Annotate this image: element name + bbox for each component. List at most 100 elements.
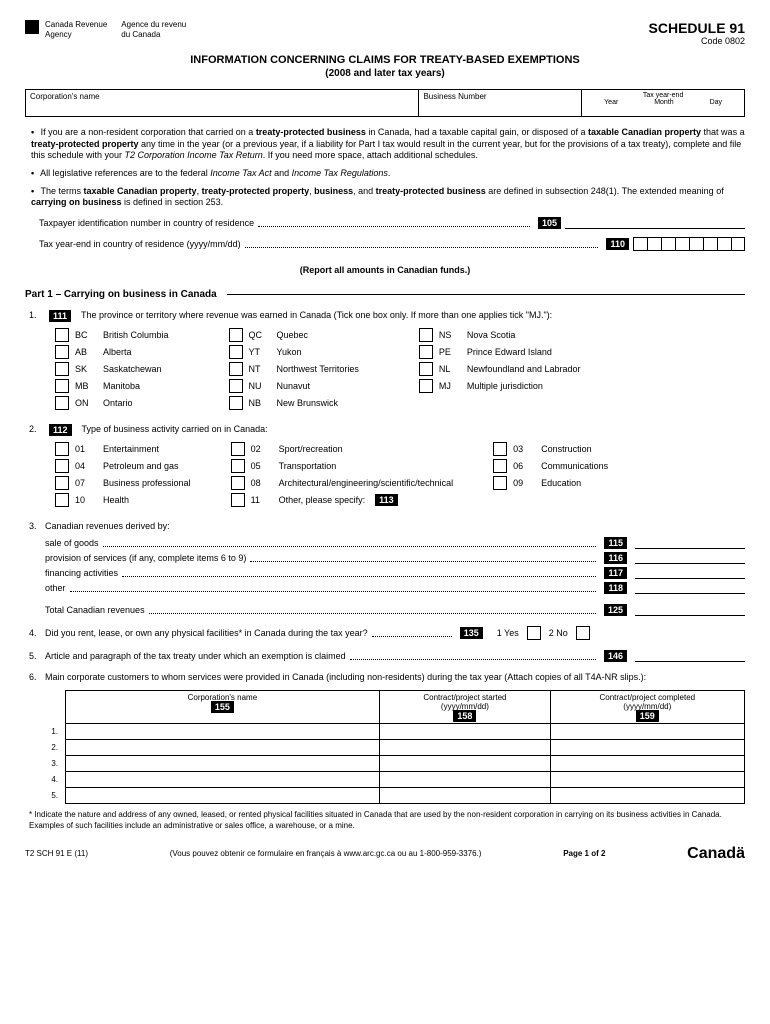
province-checkbox-NT[interactable] <box>229 362 243 376</box>
prov-name: Northwest Territories <box>277 364 359 374</box>
province-checkbox-MJ[interactable] <box>419 379 433 393</box>
q5-input[interactable] <box>635 650 745 662</box>
box-135: 135 <box>460 627 483 639</box>
box-117: 117 <box>604 567 627 579</box>
q2-num: 2. <box>29 424 45 436</box>
row-num: 1. <box>45 724 65 740</box>
cust-start-cell[interactable] <box>380 740 550 756</box>
biztype-checkbox-03[interactable] <box>493 442 507 456</box>
cust-start-cell[interactable] <box>380 772 550 788</box>
biz-code: 11 <box>251 495 273 505</box>
page-number: Page 1 of 2 <box>563 849 605 858</box>
corp-name-field[interactable]: Corporation's name <box>26 90 419 116</box>
prov-code: MJ <box>439 381 461 391</box>
biztype-checkbox-08[interactable] <box>231 476 245 490</box>
prov-name: Alberta <box>103 347 132 357</box>
prov-name: Newfoundland and Labrador <box>467 364 581 374</box>
province-checkbox-QC[interactable] <box>229 328 243 342</box>
rev-input-116[interactable] <box>635 552 745 564</box>
cust-name-cell[interactable] <box>65 772 380 788</box>
province-checkbox-BC[interactable] <box>55 328 69 342</box>
instruction-2: All legislative references are to the fe… <box>31 168 745 180</box>
biz-code: 02 <box>251 444 273 454</box>
biztype-checkbox-01[interactable] <box>55 442 69 456</box>
province-checkbox-NU[interactable] <box>229 379 243 393</box>
rev-input-118[interactable] <box>635 582 745 594</box>
biztype-checkbox-02[interactable] <box>231 442 245 456</box>
prov-code: AB <box>75 347 97 357</box>
q2-text: Type of business activity carried on in … <box>82 424 745 436</box>
th-end: Contract/project completed (yyyy/mm/dd)1… <box>550 691 744 724</box>
biztype-checkbox-05[interactable] <box>231 459 245 473</box>
cust-name-cell[interactable] <box>65 740 380 756</box>
rev-input-115[interactable] <box>635 537 745 549</box>
biztype-checkbox-04[interactable] <box>55 459 69 473</box>
biztype-checkbox-07[interactable] <box>55 476 69 490</box>
q6-num: 6. <box>29 672 45 682</box>
biz-code: 04 <box>75 461 97 471</box>
prov-name: Nunavut <box>277 381 311 391</box>
prov-name: Nova Scotia <box>467 330 516 340</box>
business-number-field[interactable]: Business Number <box>419 90 582 116</box>
biztype-checkbox-09[interactable] <box>493 476 507 490</box>
province-checkbox-SK[interactable] <box>55 362 69 376</box>
tin-input[interactable] <box>565 217 745 229</box>
biz-name: Entertainment <box>103 444 159 454</box>
tye-label: Tax year-end in country of residence (yy… <box>39 239 241 249</box>
biztype-checkbox-10[interactable] <box>55 493 69 507</box>
biztype-checkbox-11[interactable] <box>231 493 245 507</box>
biz-name: Business professional <box>103 478 191 488</box>
box-158: 158 <box>453 710 476 722</box>
box-146: 146 <box>604 650 627 662</box>
q4-no-checkbox[interactable] <box>576 626 590 640</box>
cust-name-cell[interactable] <box>65 724 380 740</box>
q4-text: Did you rent, lease, or own any physical… <box>45 628 368 638</box>
province-checkbox-ON[interactable] <box>55 396 69 410</box>
biz-name: Sport/recreation <box>279 444 343 454</box>
total-rev-input[interactable] <box>635 604 745 616</box>
q4-yes-label: 1 Yes <box>497 628 519 638</box>
question-5: 5. Article and paragraph of the tax trea… <box>29 650 745 662</box>
province-checkbox-AB[interactable] <box>55 345 69 359</box>
tye-date-input[interactable] <box>633 237 745 251</box>
cust-start-cell[interactable] <box>380 724 550 740</box>
q4-yes-checkbox[interactable] <box>527 626 541 640</box>
cust-end-cell[interactable] <box>550 740 744 756</box>
prov-name: Ontario <box>103 398 133 408</box>
province-checkbox-MB[interactable] <box>55 379 69 393</box>
province-checkbox-NL[interactable] <box>419 362 433 376</box>
tax-year-end-field[interactable]: Tax year-end Year Month Day <box>582 90 744 116</box>
province-checkbox-NB[interactable] <box>229 396 243 410</box>
cust-name-cell[interactable] <box>65 788 380 804</box>
q5-text: Article and paragraph of the tax treaty … <box>45 651 346 661</box>
box-112: 112 <box>49 424 72 436</box>
q5-num: 5. <box>29 651 45 661</box>
biztype-checkbox-06[interactable] <box>493 459 507 473</box>
prov-code: YT <box>249 347 271 357</box>
province-checkbox-PE[interactable] <box>419 345 433 359</box>
cust-name-cell[interactable] <box>65 756 380 772</box>
q1-text: The province or territory where revenue … <box>81 310 745 322</box>
cust-end-cell[interactable] <box>550 724 744 740</box>
prov-code: MB <box>75 381 97 391</box>
q3-text: Canadian revenues derived by: <box>45 521 745 531</box>
biz-name: Other, please specify: <box>279 495 366 505</box>
cust-end-cell[interactable] <box>550 772 744 788</box>
cust-start-cell[interactable] <box>380 788 550 804</box>
prov-name: Saskatchewan <box>103 364 162 374</box>
agency-block: Canada Revenue Agency Agence du revenu d… <box>25 20 186 39</box>
cust-end-cell[interactable] <box>550 756 744 772</box>
tin-row: Taxpayer identification number in countr… <box>39 217 745 229</box>
question-1: 1. 111 The province or territory where r… <box>29 310 745 322</box>
rev-label: financing activities <box>45 568 118 578</box>
province-checkbox-NS[interactable] <box>419 328 433 342</box>
prov-name: Manitoba <box>103 381 140 391</box>
province-checkbox-YT[interactable] <box>229 345 243 359</box>
cust-start-cell[interactable] <box>380 756 550 772</box>
rev-input-117[interactable] <box>635 567 745 579</box>
cust-end-cell[interactable] <box>550 788 744 804</box>
row-num: 3. <box>45 756 65 772</box>
th-start: Contract/project started (yyyy/mm/dd)158 <box>380 691 550 724</box>
province-grid: BCBritish ColumbiaABAlbertaSKSaskatchewa… <box>55 328 745 410</box>
month-label: Month <box>654 99 673 106</box>
